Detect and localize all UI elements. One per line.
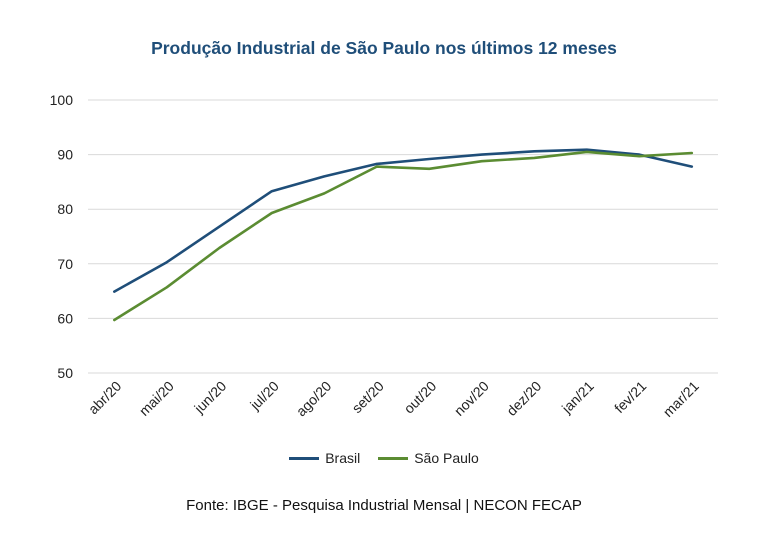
gridlines [88,99,718,374]
x-axis-ticks: abr/20 mai/20 jun/20 jul/20 ago/20 set/20 out/… [85,378,702,420]
y-tick-label: 60 [57,310,73,326]
source-note: Fonte: IBGE - Pesquisa Industrial Mensal… [186,497,582,514]
y-tick-label: 70 [57,256,73,272]
y-axis-ticks: 50 60 70 80 90 100 [50,92,74,381]
x-tick-label: fev/21 [611,378,649,416]
legend-item-brasil: Brasil [289,450,360,466]
x-tick-label: jan/21 [558,378,597,417]
chart-title: Produção Industrial de São Paulo nos últ… [151,38,617,58]
legend-label-sao-paulo: São Paulo [414,450,479,466]
legend-item-sao-paulo: São Paulo [378,450,479,466]
series-line-brasil [113,148,694,293]
x-tick-label: jun/20 [190,378,229,417]
y-tick-label: 50 [57,365,73,381]
y-tick-label: 80 [57,201,73,217]
y-tick-label: 100 [50,92,74,108]
x-tick-label: nov/20 [451,378,492,419]
series-lines [113,148,694,322]
x-tick-label: mai/20 [136,378,177,419]
legend-swatch-brasil [289,456,320,460]
y-tick-label: 90 [57,147,73,163]
series-line-sao-paulo [113,150,694,322]
x-tick-label: dez/20 [503,378,544,419]
x-tick-label: jul/20 [246,378,282,414]
x-tick-label: ago/20 [293,378,335,420]
x-tick-label: abr/20 [85,378,125,418]
x-tick-label: set/20 [349,378,387,416]
legend-swatch-sao-paulo [378,456,409,460]
x-tick-label: out/20 [401,378,440,417]
legend: Brasil São Paulo [0,450,768,466]
legend-label-brasil: Brasil [325,450,361,466]
x-tick-label: mar/21 [660,378,702,420]
